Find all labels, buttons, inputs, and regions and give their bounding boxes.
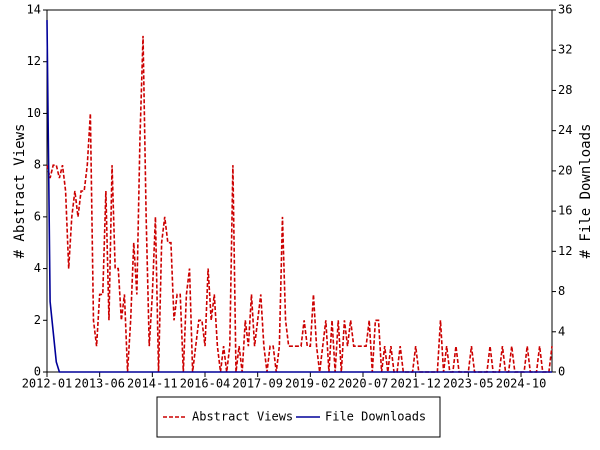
x-tick-label: 2013-06 [74, 377, 125, 391]
y2-tick-label: 28 [558, 83, 572, 97]
y2-tick-label: 24 [558, 123, 572, 137]
legend-label: Abstract Views [192, 410, 293, 424]
y2-tick-label: 20 [558, 163, 572, 177]
x-tick-label: 2014-11 [127, 377, 178, 391]
y2-tick-label: 4 [558, 324, 565, 338]
y2-tick-label: 0 [558, 365, 565, 379]
y2-axis-title: # File Downloads [578, 124, 594, 259]
y-tick-label: 4 [34, 261, 41, 275]
y-tick-label: 2 [34, 313, 41, 327]
legend-label: File Downloads [325, 410, 426, 424]
y2-tick-label: 32 [558, 43, 572, 57]
y-axis-title: # Abstract Views [12, 124, 28, 259]
x-tick-label: 2017-09 [232, 377, 283, 391]
y-tick-label: 14 [27, 3, 41, 17]
x-tick-label: 2023-05 [443, 377, 494, 391]
y-tick-label: 12 [27, 54, 41, 68]
plot-frame [46, 9, 553, 373]
x-tick-label: 2021-12 [390, 377, 441, 391]
y2-tick-label: 8 [558, 284, 565, 298]
y2-tick-label: 16 [558, 204, 572, 218]
y-tick-label: 10 [27, 106, 41, 120]
y-tick-label: 0 [34, 365, 41, 379]
x-tick-label: 2024-10 [496, 377, 547, 391]
x-tick-label: 2016-04 [180, 377, 231, 391]
series-line [46, 20, 552, 373]
y2-tick-label: 12 [558, 244, 572, 258]
x-tick-label: 2012-01 [22, 377, 73, 391]
y-tick-label: 8 [34, 158, 41, 172]
x-tick-label: 2020-07 [338, 377, 389, 391]
y2-tick-label: 36 [558, 3, 572, 17]
x-tick-label: 2019-02 [285, 377, 336, 391]
y-tick-label: 6 [34, 209, 41, 223]
